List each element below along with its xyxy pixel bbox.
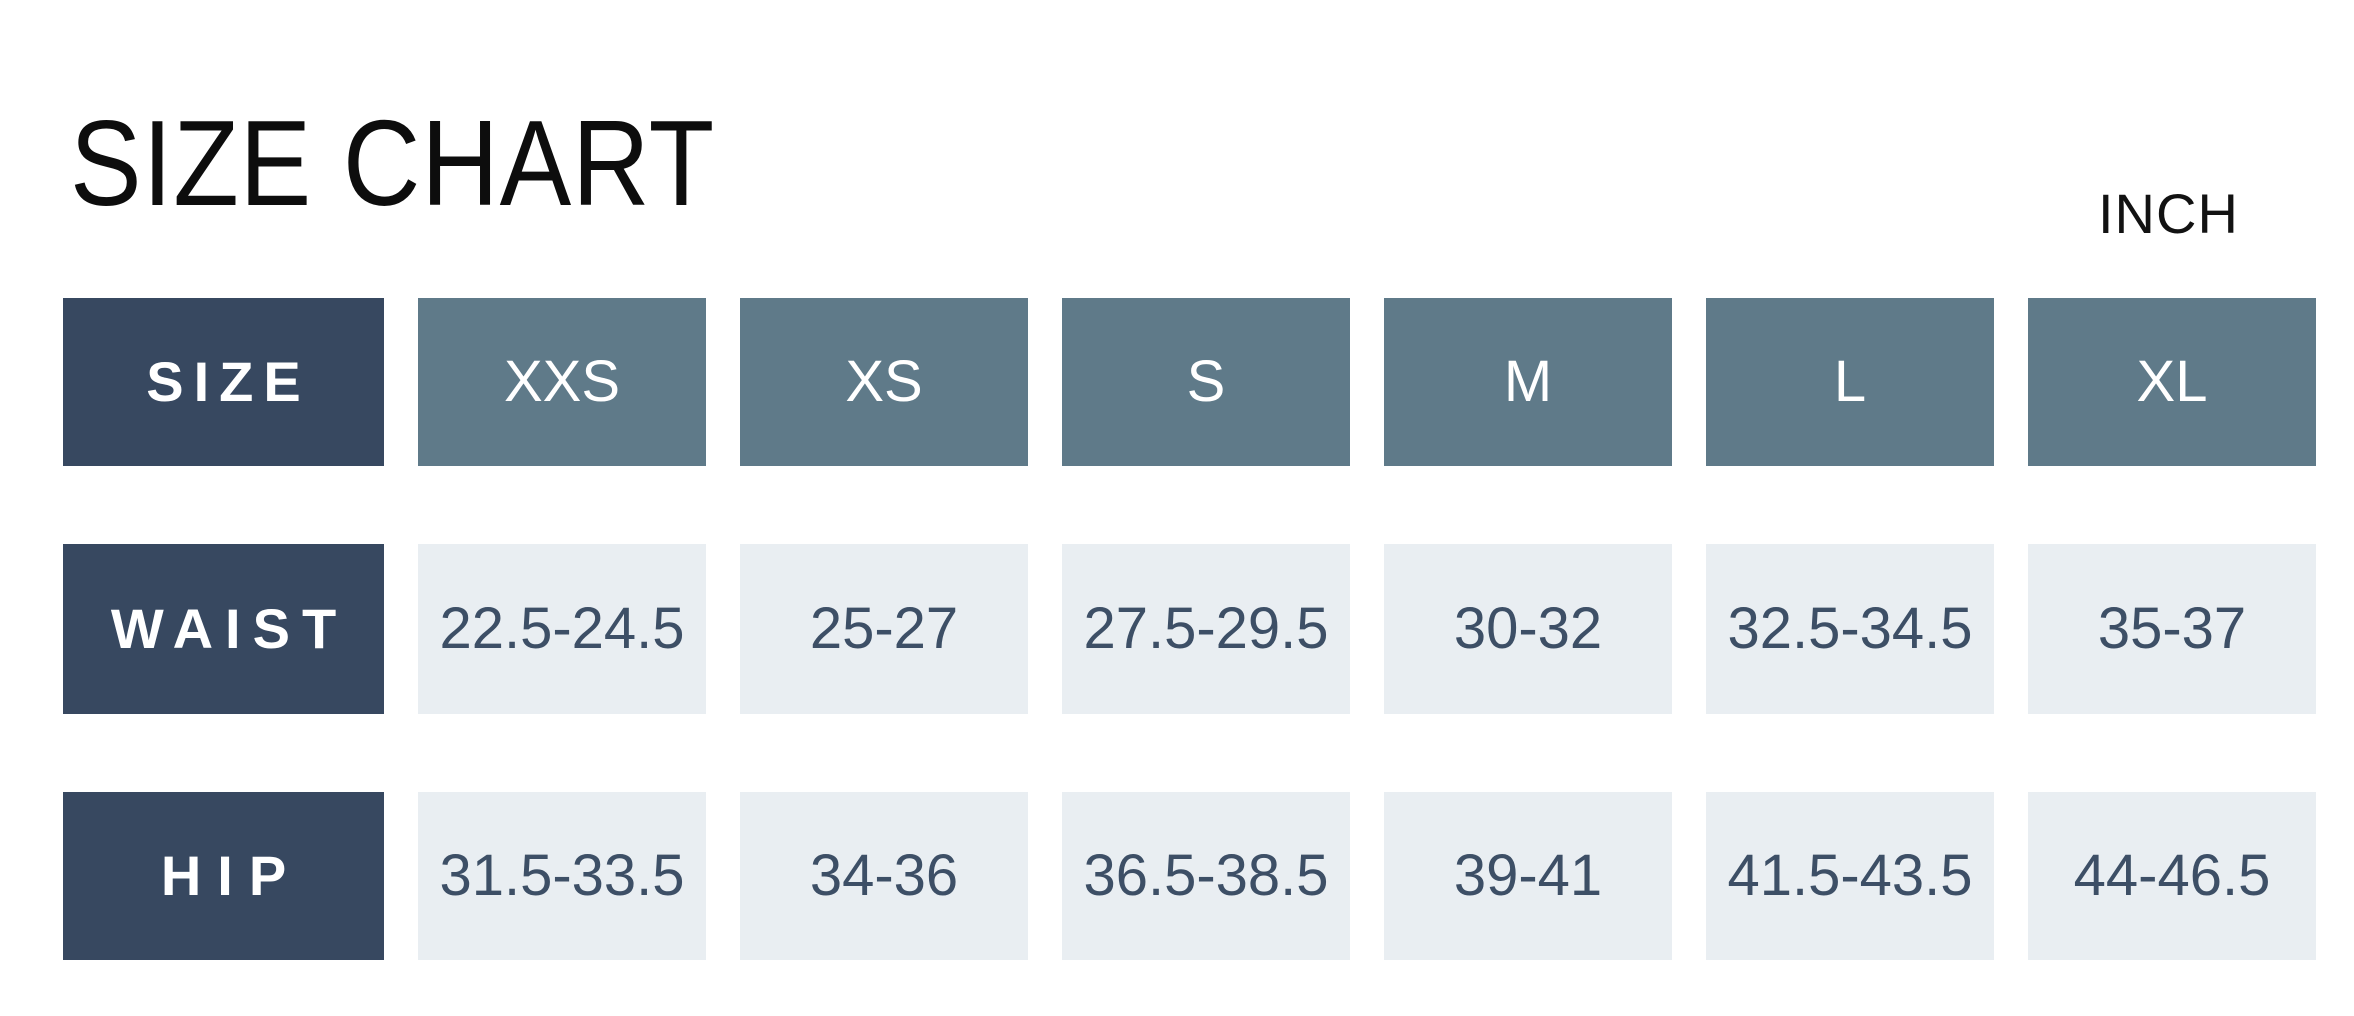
size-column-xs: XS	[740, 298, 1028, 466]
hip-value-xs: 34-36	[740, 792, 1028, 960]
hip-value-xl: 44-46.5	[2028, 792, 2316, 960]
unit-label: INCH	[2098, 182, 2239, 245]
hip-value-l: 41.5-43.5	[1706, 792, 1994, 960]
hip-value-s: 36.5-38.5	[1062, 792, 1350, 960]
row-label-hip: HIP	[63, 792, 384, 960]
waist-value-m: 30-32	[1384, 544, 1672, 714]
size-column-s: S	[1062, 298, 1350, 466]
page-title: SIZE CHART	[70, 95, 716, 231]
row-label-waist: WAIST	[63, 544, 384, 714]
waist-value-s: 27.5-29.5	[1062, 544, 1350, 714]
hip-value-xxs: 31.5-33.5	[418, 792, 706, 960]
size-chart-table: SIZE XXS XS S M L XL WAIST 22.5-24.5 25-…	[63, 298, 2316, 960]
waist-value-xl: 35-37	[2028, 544, 2316, 714]
size-column-l: L	[1706, 298, 1994, 466]
waist-value-l: 32.5-34.5	[1706, 544, 1994, 714]
waist-value-xxs: 22.5-24.5	[418, 544, 706, 714]
waist-value-xs: 25-27	[740, 544, 1028, 714]
size-column-xl: XL	[2028, 298, 2316, 466]
size-column-m: M	[1384, 298, 1672, 466]
hip-value-m: 39-41	[1384, 792, 1672, 960]
size-column-xxs: XXS	[418, 298, 706, 466]
table-header-size: SIZE	[63, 298, 384, 466]
